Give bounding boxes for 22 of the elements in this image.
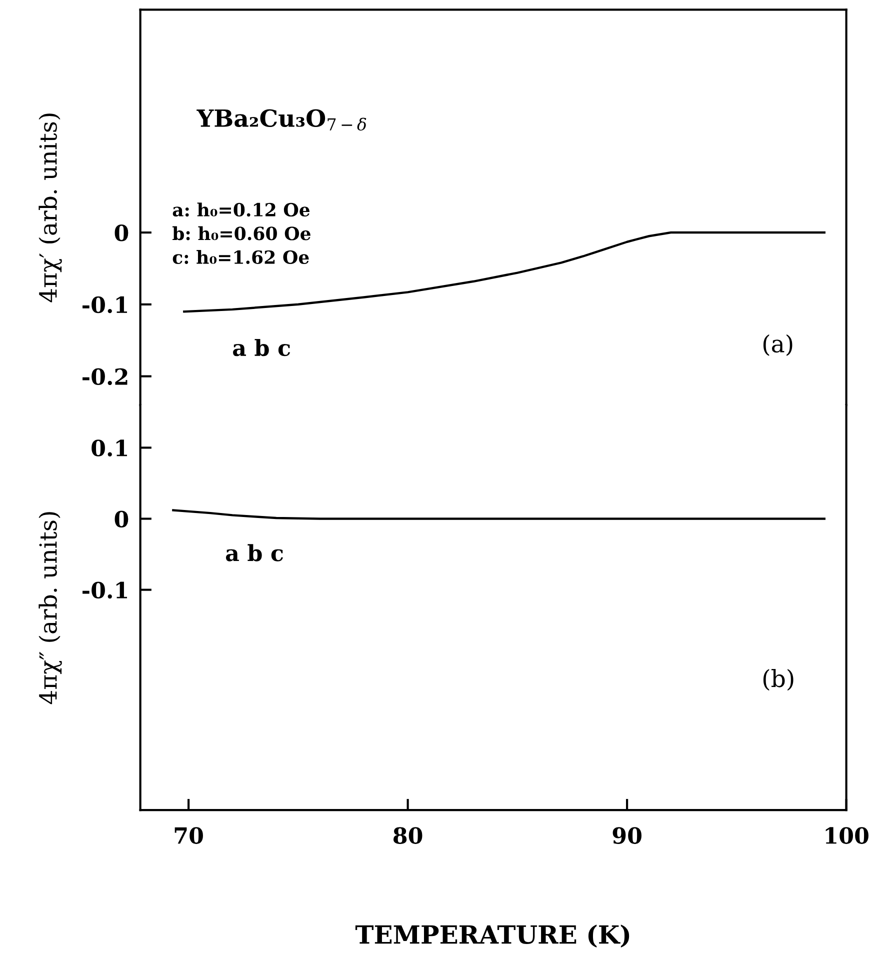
annotation: a: h₀=0.12 Oe (172, 202, 310, 217)
x-axis-title: TEMPERATURE (K) (355, 924, 630, 948)
y-tick-label: 0 (114, 224, 128, 242)
annotation: a b c (233, 338, 290, 356)
x-tick-label: 100 (826, 827, 868, 844)
y-tick-label: 0.1 (92, 440, 127, 456)
y-tick-label: -0.2 (82, 368, 128, 386)
y-axis-title: 4πχ″ (arb. units) (38, 512, 62, 704)
y-tick-label: 0 (114, 510, 128, 528)
x-tick-label: 80 (393, 827, 422, 844)
annotation: b: h₀=0.60 Oe (172, 226, 310, 240)
annotation: a b c (226, 544, 283, 562)
annotation: YBa₂Cu₃O$_{7−δ}$ (196, 109, 366, 131)
annotation: c: h₀=1.62 Oe (172, 250, 309, 264)
y-tick-label: -0.1 (82, 582, 127, 599)
annotation: (a) (763, 334, 792, 356)
x-tick-label: 90 (612, 827, 642, 844)
annotation: (b) (763, 669, 794, 691)
line-series (172, 509, 826, 520)
y-axis-title: 4πχ′ (arb. units) (38, 114, 62, 302)
x-tick-label: 70 (174, 827, 203, 844)
y-tick-label: -0.1 (82, 296, 127, 314)
